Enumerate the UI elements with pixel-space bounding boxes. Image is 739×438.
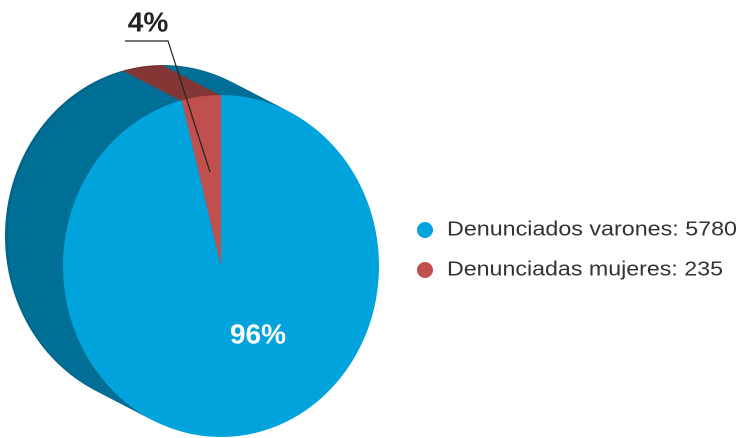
leader-line xyxy=(125,40,211,173)
legend: Denunciados varones: 5780 Denunciadas muj… xyxy=(417,218,737,280)
pie xyxy=(4,65,379,437)
slice xyxy=(181,95,221,266)
slice xyxy=(62,95,379,437)
value-label: 4% xyxy=(128,6,169,37)
legend-marker xyxy=(417,222,433,238)
legend-label: Denunciados varones: 5780 xyxy=(447,218,737,240)
legend-marker xyxy=(417,262,433,278)
legend-label: Denunciadas mujeres: 235 xyxy=(447,258,723,280)
value-label: 96% xyxy=(230,318,286,349)
labels: 96% 4% xyxy=(125,6,286,349)
